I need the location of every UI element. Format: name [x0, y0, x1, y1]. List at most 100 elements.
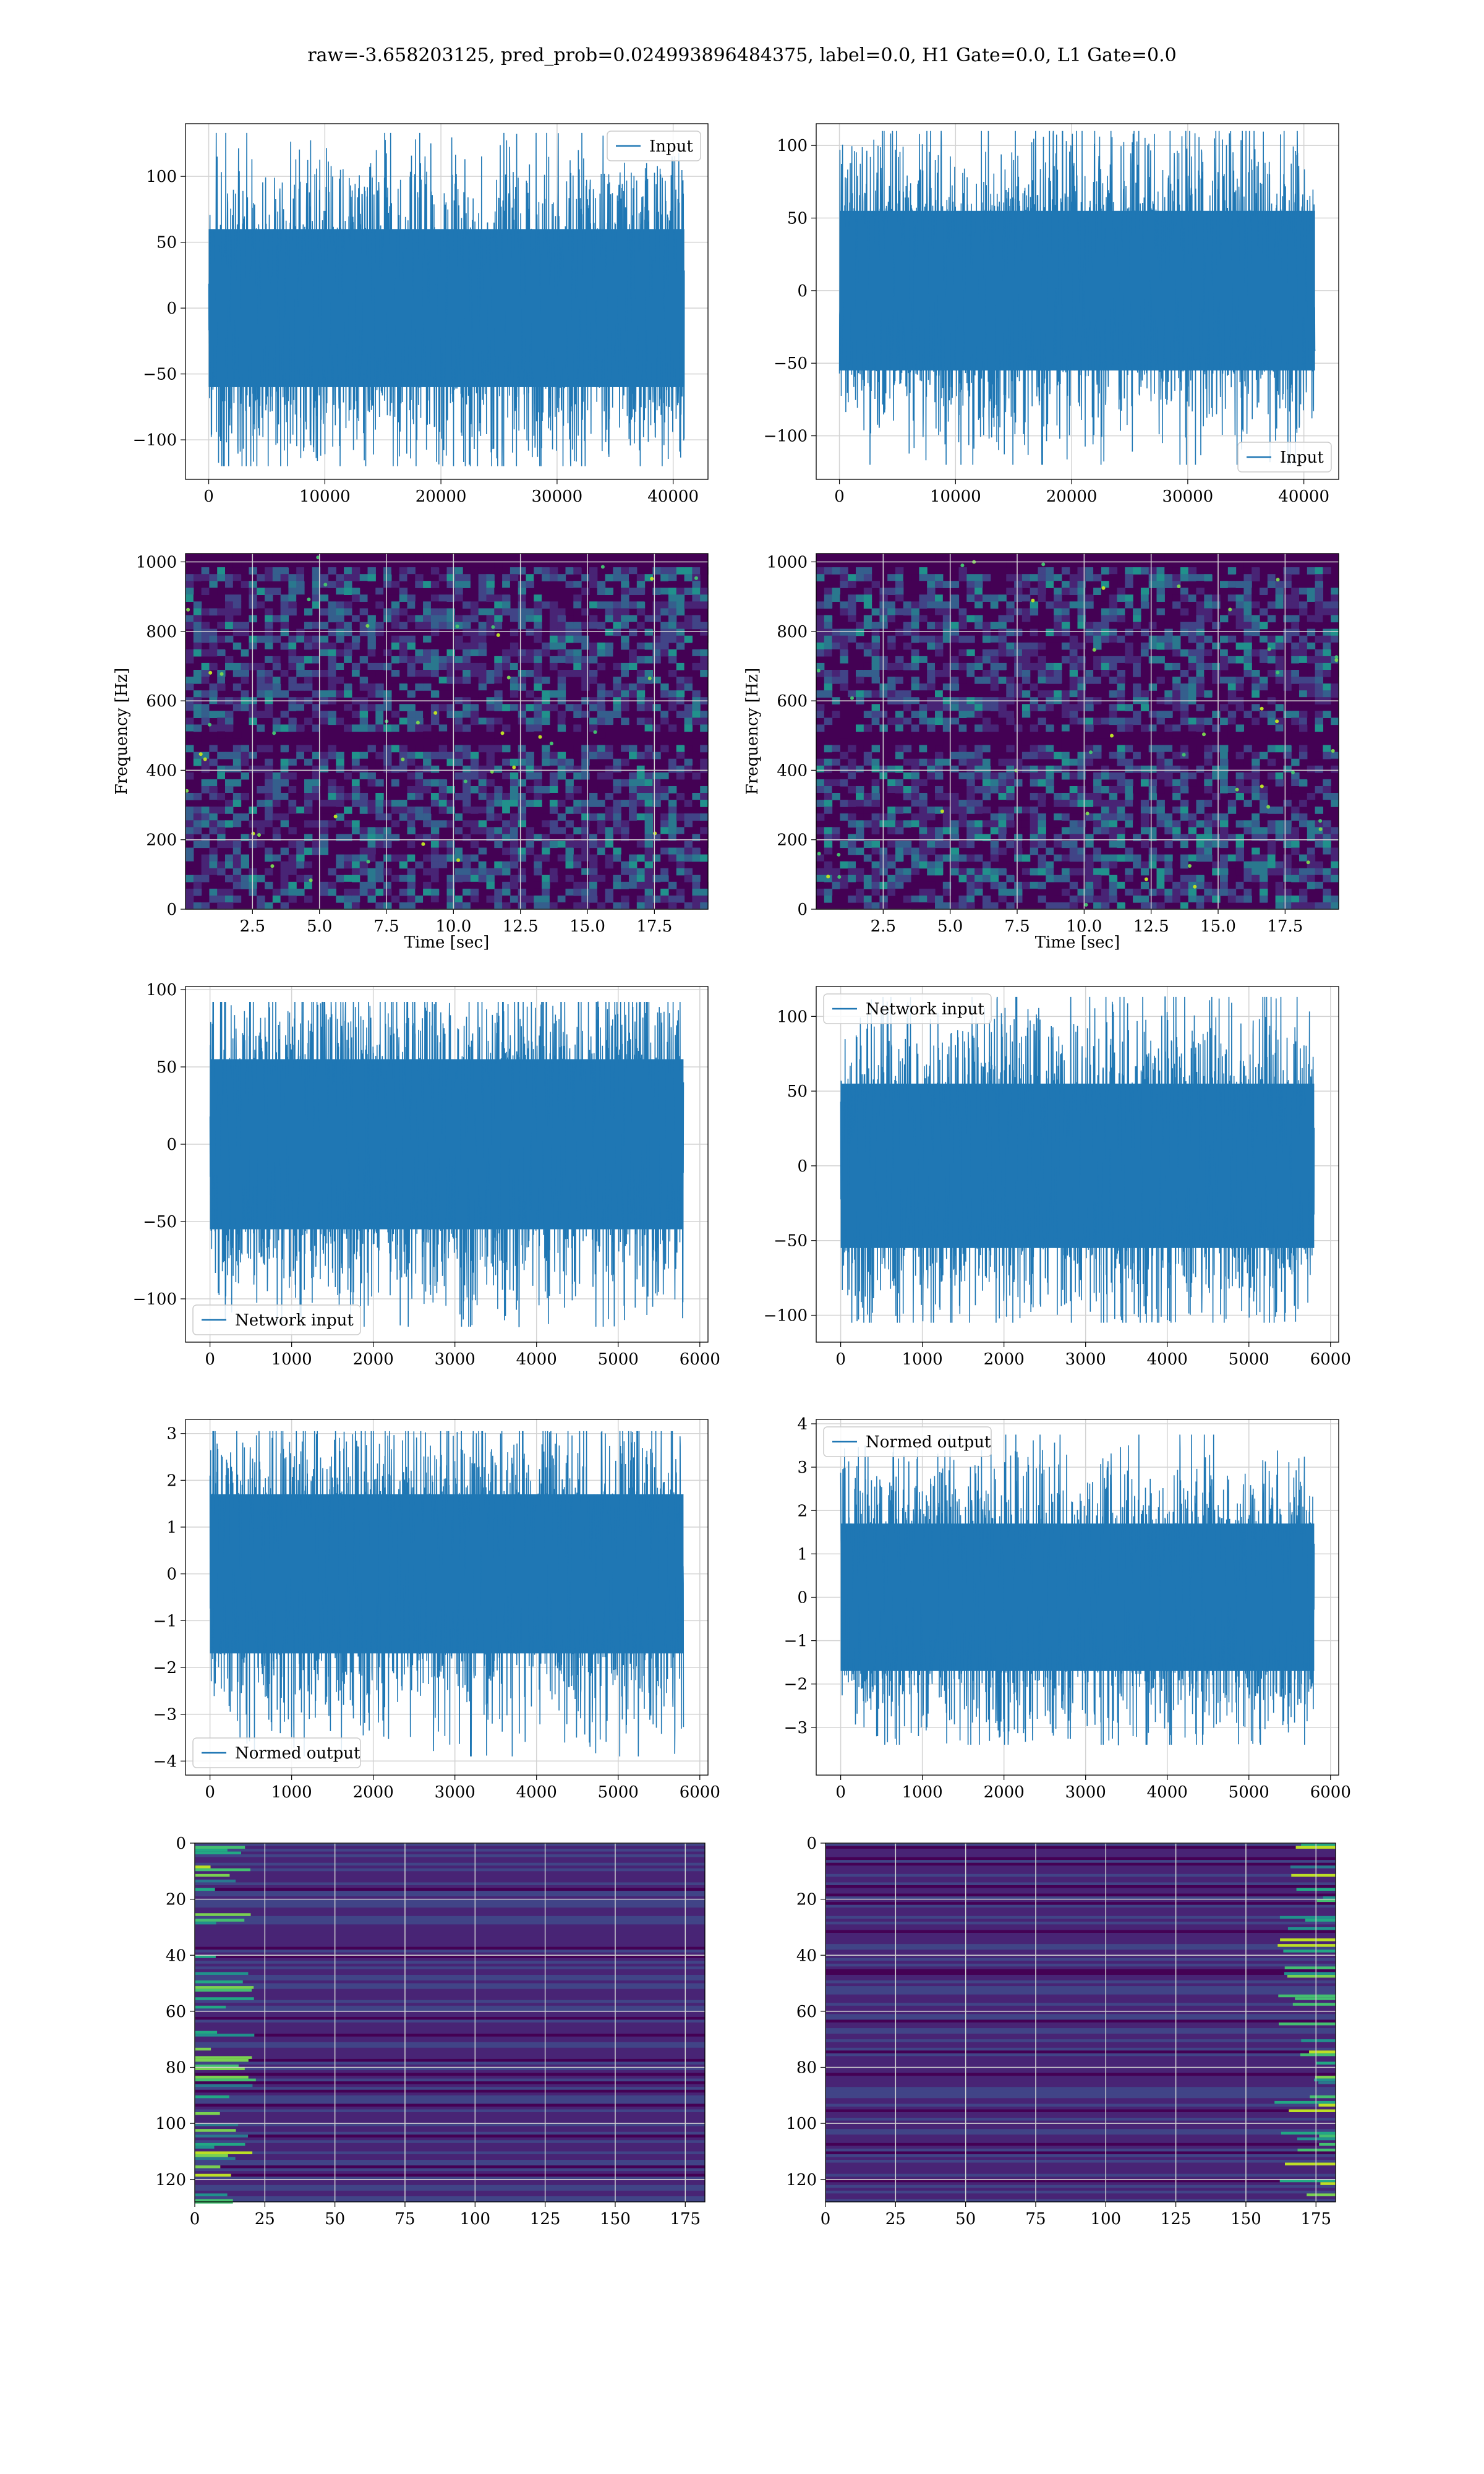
heatmap-cell	[296, 807, 305, 814]
heatmap-cell	[895, 615, 904, 623]
heatmap-cell	[430, 902, 440, 910]
heatmap-cell	[856, 560, 864, 568]
heatmap-cell	[950, 820, 960, 828]
heatmap-streak	[195, 2047, 211, 2053]
heatmap-cell	[351, 574, 360, 581]
heatmap-cell	[935, 765, 944, 773]
heatmap-cell	[1220, 628, 1229, 636]
heatmap-cell	[1156, 875, 1165, 883]
heatmap-cell	[193, 841, 202, 849]
heatmap-cell	[399, 717, 408, 726]
heatmap-cell	[1148, 834, 1158, 842]
heatmap-cell	[1140, 704, 1149, 711]
heatmap-streak	[195, 2151, 253, 2156]
heatmap-row	[195, 1891, 705, 1894]
heatmap-cell	[351, 902, 360, 910]
heatmap-cell	[1180, 881, 1189, 889]
heatmap-cell	[621, 554, 629, 561]
heatmap-cell	[660, 690, 669, 698]
heatmap-cell	[998, 594, 1007, 602]
heatmap-cell	[1046, 875, 1054, 883]
heatmap-cell	[359, 615, 369, 623]
heatmap-cell	[1014, 854, 1023, 862]
heatmap-cell	[1291, 841, 1300, 849]
heatmap-cell	[942, 690, 952, 698]
heatmap-cell	[526, 847, 534, 855]
heatmap-cell	[605, 772, 613, 780]
heatmap-cell	[280, 861, 289, 869]
y-tick-label: 1000	[767, 553, 808, 571]
heatmap-cell	[1252, 608, 1260, 616]
heatmap-cell	[549, 772, 558, 780]
heatmap-cell	[486, 608, 495, 616]
heatmap-cell	[1164, 827, 1173, 834]
heatmap-cell	[1267, 745, 1276, 753]
heatmap-cell	[494, 588, 503, 595]
x-tick-label: 0	[835, 1350, 846, 1369]
heatmap-cell	[534, 574, 542, 581]
heatmap-cell	[919, 800, 927, 807]
heatmap-cell	[911, 758, 919, 766]
heatmap-cell	[470, 881, 479, 889]
heatmap-cell	[241, 875, 249, 883]
heatmap-cell	[193, 574, 202, 581]
heatmap-cell	[470, 635, 479, 643]
heatmap-cell	[652, 895, 661, 903]
heatmap-cell	[1275, 895, 1284, 903]
heatmap-cell	[241, 861, 249, 869]
heatmap-cell	[1101, 827, 1110, 834]
heatmap-cell	[1077, 751, 1086, 760]
heatmap-cell	[684, 813, 693, 821]
heatmap-cell	[344, 827, 352, 834]
heatmap-cell	[1172, 662, 1181, 670]
heatmap-cell	[927, 888, 936, 896]
heatmap-cell	[692, 895, 701, 903]
heatmap-cell	[399, 690, 408, 698]
heatmap-cell	[824, 834, 833, 842]
heatmap-cell	[542, 841, 550, 849]
heatmap-cell	[526, 574, 534, 581]
heatmap-cell	[824, 854, 833, 862]
heatmap-cell	[407, 642, 416, 650]
heatmap-cell	[328, 888, 336, 896]
heatmap-cell	[879, 854, 888, 862]
x-tick-label: 17.5	[636, 917, 672, 936]
heatmap-cell	[1054, 745, 1062, 753]
heatmap-cell	[438, 601, 448, 609]
heatmap-cell	[1252, 588, 1260, 595]
heatmap-cell	[351, 560, 360, 568]
heatmap-cell	[1085, 841, 1094, 849]
heatmap-cell	[856, 847, 864, 855]
heatmap-cell	[652, 683, 661, 691]
heatmap-cell	[463, 717, 471, 726]
heatmap-cell	[832, 560, 840, 568]
heatmap-cell	[597, 820, 606, 828]
heatmap-cell	[1243, 601, 1252, 609]
heatmap-cell	[966, 765, 975, 773]
heatmap-cell	[407, 902, 416, 910]
heatmap-cell	[1006, 615, 1015, 623]
heatmap-streak	[195, 2193, 228, 2198]
y-tick-label: 4	[797, 1415, 808, 1434]
heatmap-cell	[1243, 662, 1252, 670]
series-line	[838, 131, 1316, 465]
heatmap-cell	[998, 881, 1007, 889]
heatmap-cell	[336, 662, 344, 670]
heatmap-cell	[1077, 649, 1086, 657]
heatmap-row	[195, 1927, 705, 1930]
heatmap-cell	[1227, 717, 1237, 726]
heatmap-cell	[879, 765, 888, 773]
heatmap-cell	[549, 895, 558, 903]
heatmap-cell	[201, 662, 210, 670]
heatmap-cell	[296, 724, 305, 732]
heatmap-cell	[565, 779, 574, 787]
heatmap-cell	[644, 772, 653, 780]
heatmap-cell	[430, 622, 440, 630]
heatmap-cell	[1252, 868, 1260, 876]
heatmap-cell	[1252, 841, 1260, 849]
heatmap-cell	[879, 758, 888, 766]
heatmap-cell	[201, 690, 210, 698]
heatmap-cell	[320, 608, 329, 616]
heatmap-cell	[312, 594, 321, 602]
heatmap-cell	[895, 711, 904, 718]
